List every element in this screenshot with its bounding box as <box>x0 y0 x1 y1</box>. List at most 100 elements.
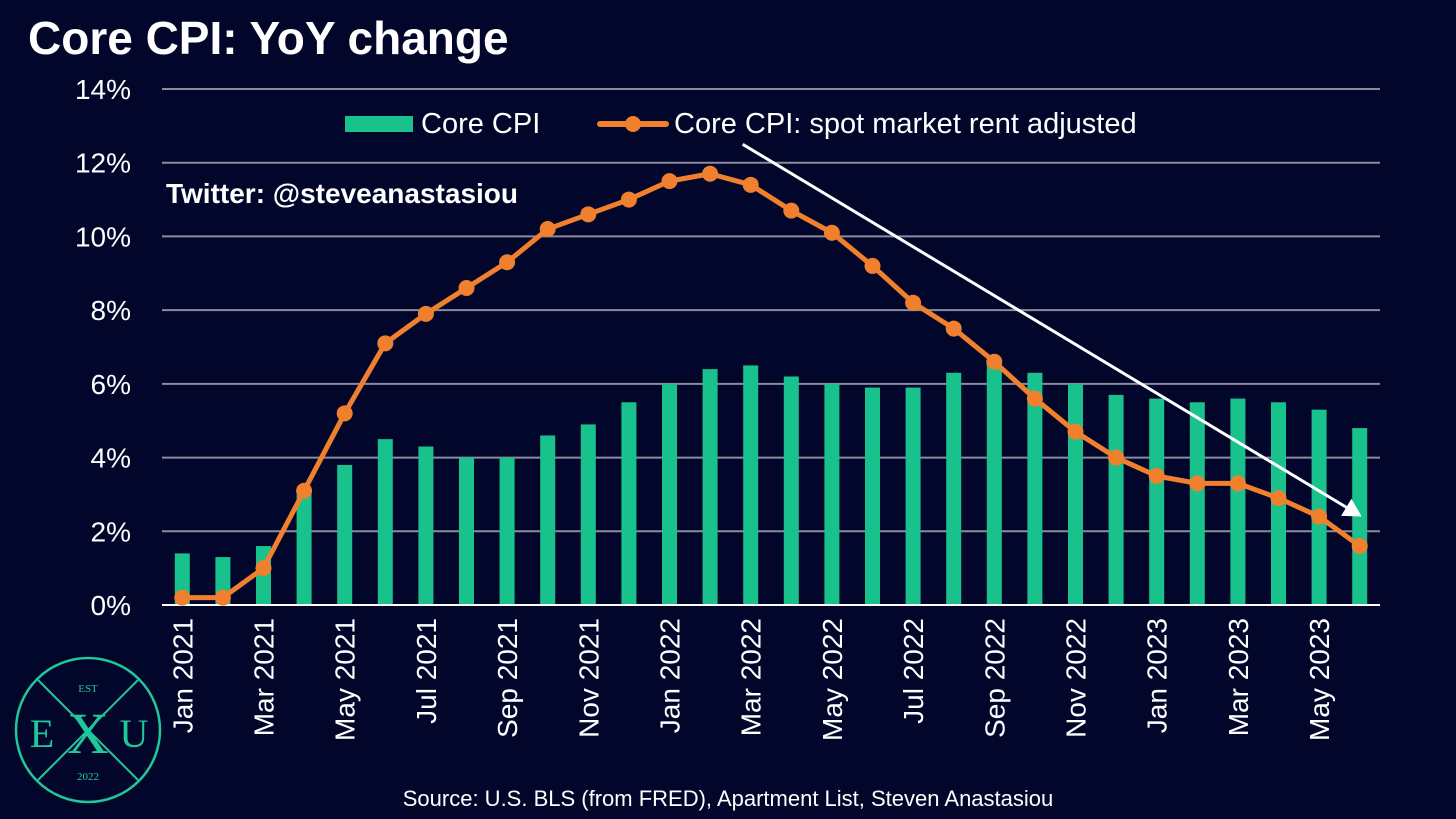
bar <box>905 387 921 605</box>
line-point <box>1311 508 1328 525</box>
legend: Core CPI Core CPI: spot market rent adju… <box>345 108 1137 140</box>
bar <box>946 372 962 605</box>
x-tick-label: Mar 2022 <box>736 618 767 736</box>
bar <box>865 387 880 605</box>
bar <box>337 464 353 605</box>
y-tick-label: 10% <box>75 221 131 252</box>
bar <box>1149 398 1165 605</box>
bar <box>377 439 393 605</box>
line-point <box>1229 475 1246 492</box>
twitter-handle: Twitter: @steveanastasiou <box>166 178 518 209</box>
bar <box>1108 394 1124 605</box>
logo-year-text: 2022 <box>77 771 99 783</box>
source-note: Source: U.S. BLS (from FRED), Apartment … <box>402 786 1054 811</box>
line-point <box>702 165 719 182</box>
bar <box>824 383 840 605</box>
bar <box>296 494 312 605</box>
x-tick-label: Mar 2023 <box>1223 618 1254 736</box>
y-tick-label: 6% <box>91 369 131 400</box>
legend-bar-swatch <box>345 116 413 132</box>
bar <box>459 457 474 605</box>
x-tick-label: Jan 2022 <box>655 618 686 733</box>
trend-arrow-shaft <box>741 143 1348 509</box>
line-point <box>742 176 759 193</box>
logo-letter-u: U <box>120 711 149 756</box>
x-axis-ticks: Jan 2021 Mar 2021 May 2021 Jul 2021 Sep 2021… <box>167 618 1335 741</box>
logo-letter-e: E <box>30 711 54 756</box>
legend-bar-label: Core CPI <box>421 108 540 140</box>
bar <box>1068 383 1083 605</box>
bar <box>540 435 556 605</box>
bar <box>1311 409 1327 605</box>
line-point <box>783 202 800 219</box>
line-point <box>945 320 962 337</box>
y-tick-label: 0% <box>91 590 131 621</box>
line-point <box>661 173 678 190</box>
line-point <box>823 224 840 241</box>
line-series <box>174 165 1368 606</box>
y-tick-label: 8% <box>91 295 131 326</box>
line-point <box>499 254 516 271</box>
logo-letter-x: X <box>67 701 109 766</box>
y-axis-ticks: 0% 2% 4% 6% 8% 10% 12% 14% <box>75 74 131 621</box>
line-point <box>1108 449 1125 466</box>
y-tick-label: 12% <box>75 148 131 179</box>
bar <box>418 446 434 605</box>
line-point <box>986 353 1003 370</box>
bar <box>580 424 596 605</box>
trend-arrow <box>741 143 1362 517</box>
line-point <box>1067 423 1084 440</box>
bar <box>662 383 677 605</box>
x-tick-label: May 2022 <box>817 618 848 741</box>
x-tick-label: Jul 2021 <box>411 618 442 724</box>
legend-line-label: Core CPI: spot market rent adjusted <box>674 108 1137 140</box>
logo-est-text: EST <box>78 683 98 695</box>
x-tick-label: Sep 2022 <box>979 618 1010 738</box>
bar <box>986 361 1002 605</box>
x-tick-label: Jan 2021 <box>167 618 198 733</box>
line-point <box>1148 468 1165 484</box>
logo-ring <box>14 656 162 804</box>
legend-line-marker <box>625 116 641 132</box>
line-point <box>539 221 556 238</box>
x-tick-label: Jan 2023 <box>1142 618 1173 733</box>
bar <box>621 402 637 605</box>
line-point <box>296 482 313 499</box>
line-point <box>336 405 353 422</box>
bar <box>499 457 515 605</box>
bar <box>1189 402 1205 605</box>
line-point <box>377 335 394 352</box>
y-tick-label: 2% <box>91 516 131 547</box>
x-tick-label: May 2021 <box>330 618 361 741</box>
exu-logo: EST E X U 2022 <box>14 656 162 804</box>
line-point <box>1351 538 1368 555</box>
bar <box>1230 398 1246 605</box>
x-tick-label: Jul 2022 <box>898 618 929 724</box>
x-tick-label: Nov 2021 <box>573 618 604 738</box>
line-point <box>580 206 597 223</box>
bar <box>1027 372 1043 605</box>
line-point <box>620 191 637 208</box>
x-tick-label: Mar 2021 <box>249 618 280 736</box>
line-point <box>1189 475 1206 492</box>
line-point <box>174 589 191 606</box>
chart-title: Core CPI: YoY change <box>28 12 509 64</box>
line-point <box>255 560 272 577</box>
line-point <box>417 305 434 322</box>
x-tick-label: Nov 2022 <box>1061 618 1092 738</box>
bar <box>743 365 759 605</box>
line-point <box>905 294 922 311</box>
line-point <box>214 589 231 606</box>
x-tick-label: Sep 2021 <box>492 618 523 738</box>
logo-swoosh <box>37 679 139 781</box>
x-tick-label: May 2023 <box>1304 618 1335 741</box>
line-point <box>1026 390 1043 407</box>
bar <box>1352 428 1368 605</box>
bar <box>702 369 718 605</box>
trend-arrow-head <box>1341 498 1362 517</box>
y-tick-label: 14% <box>75 74 131 105</box>
y-tick-label: 4% <box>91 443 131 474</box>
bar <box>783 376 799 605</box>
bar-series <box>174 361 1368 605</box>
